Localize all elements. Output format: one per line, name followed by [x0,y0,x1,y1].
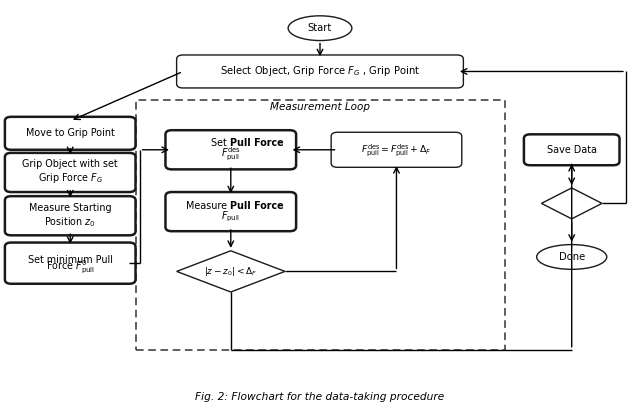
Polygon shape [177,251,285,292]
FancyBboxPatch shape [524,134,620,165]
Polygon shape [541,188,602,219]
Text: Move to Grip Point: Move to Grip Point [26,128,115,138]
Text: Set: Set [211,138,230,148]
Text: Done: Done [559,252,585,262]
FancyBboxPatch shape [166,130,296,169]
Text: Pull Force: Pull Force [230,201,284,211]
Text: $F^{\mathrm{des}}_{\mathrm{pull}} = F^{\mathrm{des}}_{\mathrm{pull}} + \Delta_F$: $F^{\mathrm{des}}_{\mathrm{pull}} = F^{\… [361,142,431,158]
Text: Measure Starting
Position $z_0$: Measure Starting Position $z_0$ [29,203,111,229]
Text: $|z - z_0| < \Delta_F$: $|z - z_0| < \Delta_F$ [204,265,257,278]
Text: Set minimum Pull: Set minimum Pull [28,255,113,265]
FancyBboxPatch shape [177,55,463,88]
Text: Grip Object with set
Grip Force $F_G$: Grip Object with set Grip Force $F_G$ [22,159,118,186]
Text: Pull Force: Pull Force [230,138,284,148]
Text: Force $F^0_{\mathrm{pull}}$: Force $F^0_{\mathrm{pull}}$ [46,259,95,276]
FancyBboxPatch shape [331,132,462,167]
Text: Save Data: Save Data [547,145,596,155]
Text: Measure: Measure [186,201,230,211]
FancyBboxPatch shape [5,117,136,150]
Text: $F_{\mathrm{pull}}$: $F_{\mathrm{pull}}$ [221,210,241,224]
Text: $F^{\mathrm{des}}_{\mathrm{pull}}$: $F^{\mathrm{des}}_{\mathrm{pull}}$ [221,145,241,163]
FancyBboxPatch shape [5,242,136,284]
Ellipse shape [537,244,607,269]
FancyBboxPatch shape [166,192,296,231]
FancyBboxPatch shape [5,153,136,192]
Text: Fig. 2: Flowchart for the data-taking procedure: Fig. 2: Flowchart for the data-taking pr… [195,392,445,402]
FancyBboxPatch shape [5,196,136,235]
Text: Select Object, Grip Force $F_G$ , Grip Point: Select Object, Grip Force $F_G$ , Grip P… [220,64,420,78]
Text: Start: Start [308,23,332,33]
Ellipse shape [288,16,352,41]
Text: Measurement Loop: Measurement Loop [270,102,370,112]
